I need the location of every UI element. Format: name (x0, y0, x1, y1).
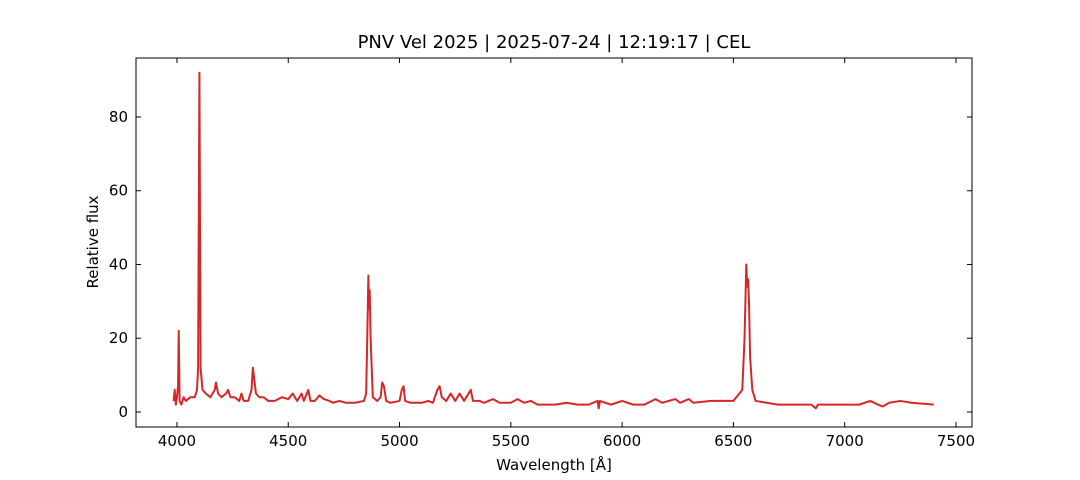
x-axis-label: Wavelength [Å] (496, 455, 612, 474)
x-tick-label: 6500 (714, 432, 752, 450)
y-tick-label: 20 (109, 329, 128, 347)
y-tick-label: 60 (109, 182, 128, 200)
x-tick-label: 4000 (158, 432, 196, 450)
spectrum-line (172, 71, 934, 410)
x-tick-label: 5000 (380, 432, 418, 450)
x-tick-label: 4500 (269, 432, 307, 450)
y-tick-label: 80 (109, 108, 128, 126)
chart-title: PNV Vel 2025 | 2025-07-24 | 12:19:17 | C… (358, 32, 751, 53)
y-tick-label: 0 (118, 403, 128, 421)
x-tick-label: 7500 (937, 432, 975, 450)
plot-frame (135, 57, 973, 428)
y-tick-label: 40 (109, 255, 128, 273)
x-tick-label: 6000 (603, 432, 641, 450)
x-tick-label: 5500 (492, 432, 530, 450)
x-tick-label: 7000 (826, 432, 864, 450)
y-axis-label: Relative flux (84, 195, 102, 288)
